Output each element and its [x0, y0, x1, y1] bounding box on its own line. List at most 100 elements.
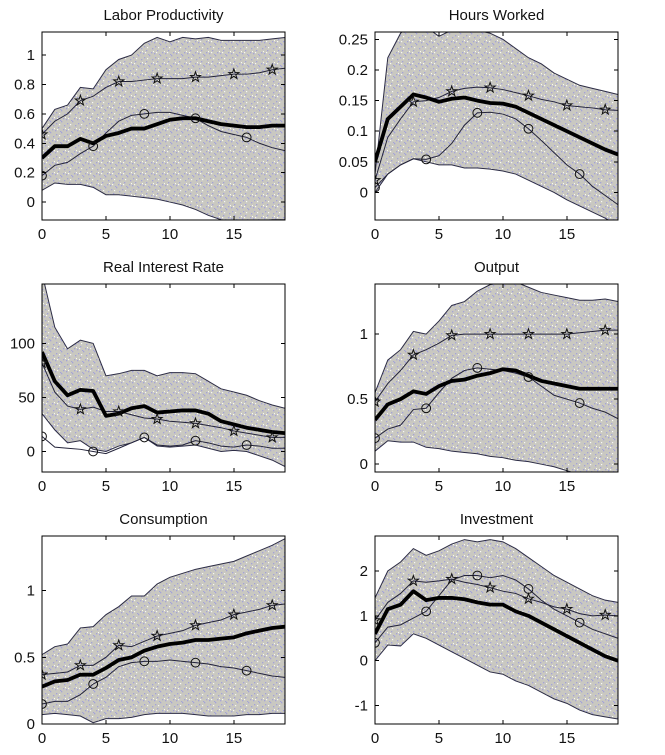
axes-box	[41, 535, 286, 725]
chart-title: Investment	[459, 511, 534, 528]
star-marker	[188, 70, 202, 83]
band-lower-edge	[375, 633, 618, 720]
y-tick-label: 0.2	[347, 62, 368, 79]
panel-labor-productivity: 0 5 10 15 0 0.2 0.4 0.6 0.8 1 Labor Productivity	[0, 0, 332, 251]
star-series-line	[42, 67, 285, 135]
confidence-band	[42, 37, 285, 220]
star-marker	[483, 80, 497, 94]
star-marker	[445, 84, 459, 97]
star-series-line	[375, 329, 618, 403]
star-marker	[375, 394, 382, 408]
chart-title: Output	[473, 259, 520, 276]
star-marker	[265, 62, 279, 76]
y-tick-label: 1	[360, 326, 368, 343]
y-tick-label: 0.5	[347, 391, 368, 408]
star-marker	[265, 430, 279, 443]
circle-marker	[88, 141, 99, 152]
circle-marker	[472, 570, 483, 581]
median-line	[42, 116, 285, 160]
circle-marker	[421, 403, 432, 414]
confidence-band	[375, 284, 618, 472]
y-tick-label: 0	[27, 716, 35, 733]
x-tick-label: 0	[371, 226, 379, 243]
axes-box	[41, 31, 286, 221]
circle-marker	[421, 606, 432, 617]
x-tick-label: 5	[102, 730, 110, 747]
circle-marker	[574, 169, 585, 179]
median-line	[375, 589, 618, 663]
circle-marker	[523, 584, 534, 594]
star-marker	[406, 348, 420, 361]
median-line	[42, 624, 285, 689]
x-tick-label: 10	[162, 478, 179, 495]
star-marker	[375, 173, 382, 186]
x-tick-label: 5	[102, 478, 110, 495]
star-series-line	[375, 86, 618, 181]
x-tick-label: 15	[558, 730, 575, 747]
x-tick-label: 5	[435, 226, 443, 243]
band-lower-edge	[42, 712, 285, 724]
x-tick-label: 15	[225, 478, 242, 495]
circle-series-line	[375, 111, 618, 206]
band-lower-edge	[42, 413, 285, 468]
y-tick-label: 1	[27, 583, 35, 600]
circle-marker	[190, 657, 201, 668]
circle-series-line	[42, 111, 285, 176]
y-tick-label: -1	[355, 698, 368, 715]
band-upper-edge	[44, 284, 285, 409]
band-lower-edge	[375, 440, 573, 472]
star-marker	[73, 658, 87, 671]
y-tick-label: 1	[27, 47, 35, 64]
band-upper-edge	[375, 539, 618, 603]
circle-marker	[472, 107, 483, 118]
y-tick-label: 0	[360, 456, 368, 473]
chart-title: Real Interest Rate	[103, 259, 224, 276]
median-line	[375, 367, 618, 422]
star-marker	[227, 607, 241, 621]
star-marker	[150, 412, 164, 425]
x-tick-label: 0	[371, 478, 379, 495]
circle-marker	[42, 431, 47, 442]
chart-title: Hours Worked	[448, 7, 545, 24]
band-lower-edge	[42, 182, 285, 220]
y-tick-label: 0.4	[14, 135, 35, 152]
star-marker	[560, 98, 574, 112]
chart-title: Consumption	[119, 511, 208, 528]
y-tick-label: 0.15	[339, 93, 368, 110]
y-tick-label: 0	[27, 443, 35, 460]
x-tick-label: 0	[38, 730, 46, 747]
y-tick-label: 50	[18, 389, 35, 406]
band-upper-edge	[375, 284, 618, 393]
output-chart: 0 5 10 15 0 0.5 1	[347, 283, 619, 495]
circle-marker	[241, 440, 252, 450]
x-tick-label: 10	[162, 730, 179, 747]
band-upper-edge	[42, 538, 285, 656]
consumption-chart: 0 5 10 15 0 0.5 1	[14, 535, 286, 747]
y-tick-label: 100	[10, 335, 35, 352]
x-tick-label: 15	[225, 226, 242, 243]
y-tick-label: 0.05	[339, 154, 368, 171]
circle-marker	[139, 656, 150, 667]
x-tick-label: 0	[371, 730, 379, 747]
x-tick-label: 15	[558, 478, 575, 495]
star-marker	[227, 67, 241, 80]
panel-real-interest-rate: 0 5 10 15 0 50 100 Real Interest Rate	[0, 252, 332, 503]
x-tick-label: 10	[495, 478, 512, 495]
x-tick-label: 15	[225, 730, 242, 747]
star-marker	[560, 327, 574, 340]
circle-series-line	[42, 435, 285, 455]
circle-marker	[190, 435, 201, 446]
star-series-line	[42, 362, 285, 438]
star-marker	[483, 580, 497, 594]
axes-box	[374, 31, 619, 221]
panel-hours-worked: 0 5 10 15 0 0.05 0.1 0.15 0.2 0.25 Hours Worked	[333, 0, 665, 251]
median-line	[375, 92, 618, 163]
panel-investment: 0 5 10 15 -1 0 1 2 Investment	[333, 504, 665, 755]
circle-marker	[88, 679, 99, 689]
x-tick-label: 5	[102, 226, 110, 243]
x-tick-label: 0	[38, 226, 46, 243]
star-marker	[483, 327, 497, 340]
circle-marker	[241, 132, 252, 143]
